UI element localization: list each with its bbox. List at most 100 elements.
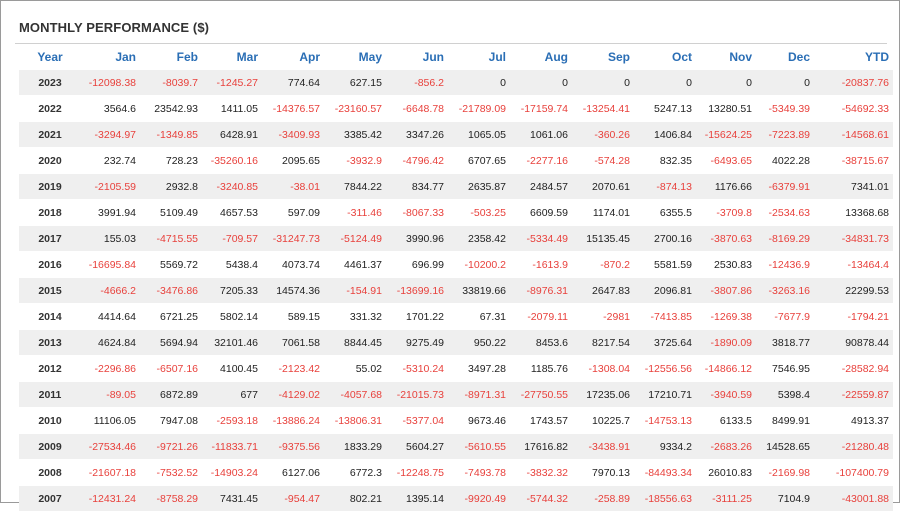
year-cell: 2019 [19, 174, 81, 200]
value-cell-oct: -12556.56 [634, 356, 696, 382]
year-cell: 2009 [19, 434, 81, 460]
value-cell-ytd: -34831.73 [814, 226, 893, 252]
column-header-jan: Jan [81, 45, 140, 70]
value-cell-jul: -10200.2 [448, 252, 510, 278]
value-cell-nov: -15624.25 [696, 122, 756, 148]
value-cell-jan: -12098.38 [81, 70, 140, 96]
value-cell-nov: -6493.65 [696, 148, 756, 174]
value-cell-feb: -7532.52 [140, 460, 202, 486]
value-cell-nov: 6133.5 [696, 408, 756, 434]
value-cell-mar: 4100.45 [202, 356, 262, 382]
value-cell-sep: -870.2 [572, 252, 634, 278]
value-cell-aug: -27750.55 [510, 382, 572, 408]
value-cell-ytd: -43001.88 [814, 486, 893, 511]
value-cell-sep: -360.26 [572, 122, 634, 148]
value-cell-nov: -3111.25 [696, 486, 756, 511]
value-cell-nov: -1890.09 [696, 330, 756, 356]
value-cell-sep: -1308.04 [572, 356, 634, 382]
value-cell-aug: 2484.57 [510, 174, 572, 200]
value-cell-jun: -8067.33 [386, 200, 448, 226]
value-cell-dec: 0 [756, 70, 814, 96]
value-cell-nov: -14866.12 [696, 356, 756, 382]
value-cell-jul: 33819.66 [448, 278, 510, 304]
value-cell-jul: -7493.78 [448, 460, 510, 486]
value-cell-oct: 5247.13 [634, 96, 696, 122]
value-cell-jun: 696.99 [386, 252, 448, 278]
column-header-feb: Feb [140, 45, 202, 70]
value-cell-sep: 2070.61 [572, 174, 634, 200]
value-cell-dec: -6379.91 [756, 174, 814, 200]
value-cell-sep: 10225.7 [572, 408, 634, 434]
value-cell-aug: 6609.59 [510, 200, 572, 226]
value-cell-jul: 950.22 [448, 330, 510, 356]
value-cell-oct: 17210.71 [634, 382, 696, 408]
value-cell-may: 8844.45 [324, 330, 386, 356]
value-cell-jun: -12248.75 [386, 460, 448, 486]
value-cell-jan: 3564.6 [81, 96, 140, 122]
value-cell-aug: 1743.57 [510, 408, 572, 434]
value-cell-sep: -2981 [572, 304, 634, 330]
column-header-aug: Aug [510, 45, 572, 70]
value-cell-aug: -5744.32 [510, 486, 572, 511]
value-cell-sep: -574.28 [572, 148, 634, 174]
value-cell-feb: 728.23 [140, 148, 202, 174]
value-cell-feb: -8039.7 [140, 70, 202, 96]
value-cell-dec: -12436.9 [756, 252, 814, 278]
value-cell-jan: 11106.05 [81, 408, 140, 434]
value-cell-ytd: -14568.61 [814, 122, 893, 148]
value-cell-jan: 232.74 [81, 148, 140, 174]
value-cell-oct: -18556.63 [634, 486, 696, 511]
value-cell-feb: -3476.86 [140, 278, 202, 304]
value-cell-oct: 3725.64 [634, 330, 696, 356]
year-cell: 2017 [19, 226, 81, 252]
value-cell-jun: -4796.42 [386, 148, 448, 174]
value-cell-nov: 2530.83 [696, 252, 756, 278]
value-cell-jul: 0 [448, 70, 510, 96]
value-cell-dec: 7546.95 [756, 356, 814, 382]
value-cell-apr: -3409.93 [262, 122, 324, 148]
value-cell-aug: 17616.82 [510, 434, 572, 460]
value-cell-mar: -11833.71 [202, 434, 262, 460]
year-cell: 2015 [19, 278, 81, 304]
value-cell-oct: 5581.59 [634, 252, 696, 278]
value-cell-sep: 15135.45 [572, 226, 634, 252]
value-cell-dec: -2169.98 [756, 460, 814, 486]
value-cell-sep: -13254.41 [572, 96, 634, 122]
value-cell-oct: -7413.85 [634, 304, 696, 330]
value-cell-may: 802.21 [324, 486, 386, 511]
value-cell-jun: 834.77 [386, 174, 448, 200]
column-header-mar: Mar [202, 45, 262, 70]
value-cell-apr: 7061.58 [262, 330, 324, 356]
value-cell-mar: -14903.24 [202, 460, 262, 486]
value-cell-ytd: 90878.44 [814, 330, 893, 356]
year-cell: 2007 [19, 486, 81, 511]
value-cell-oct: 0 [634, 70, 696, 96]
value-cell-dec: -5349.39 [756, 96, 814, 122]
value-cell-feb: 7947.08 [140, 408, 202, 434]
value-cell-aug: 0 [510, 70, 572, 96]
year-cell: 2010 [19, 408, 81, 434]
value-cell-jun: -856.2 [386, 70, 448, 96]
value-cell-jan: -2105.59 [81, 174, 140, 200]
column-header-jul: Jul [448, 45, 510, 70]
value-cell-aug: -5334.49 [510, 226, 572, 252]
value-cell-jan: -2296.86 [81, 356, 140, 382]
column-header-sep: Sep [572, 45, 634, 70]
value-cell-feb: -9721.26 [140, 434, 202, 460]
value-cell-may: -23160.57 [324, 96, 386, 122]
value-cell-mar: 5802.14 [202, 304, 262, 330]
value-cell-oct: 6355.5 [634, 200, 696, 226]
value-cell-jan: -3294.97 [81, 122, 140, 148]
column-header-year: Year [19, 45, 81, 70]
value-cell-jul: 1065.05 [448, 122, 510, 148]
value-cell-dec: 3818.77 [756, 330, 814, 356]
column-header-jun: Jun [386, 45, 448, 70]
value-cell-ytd: -22559.87 [814, 382, 893, 408]
